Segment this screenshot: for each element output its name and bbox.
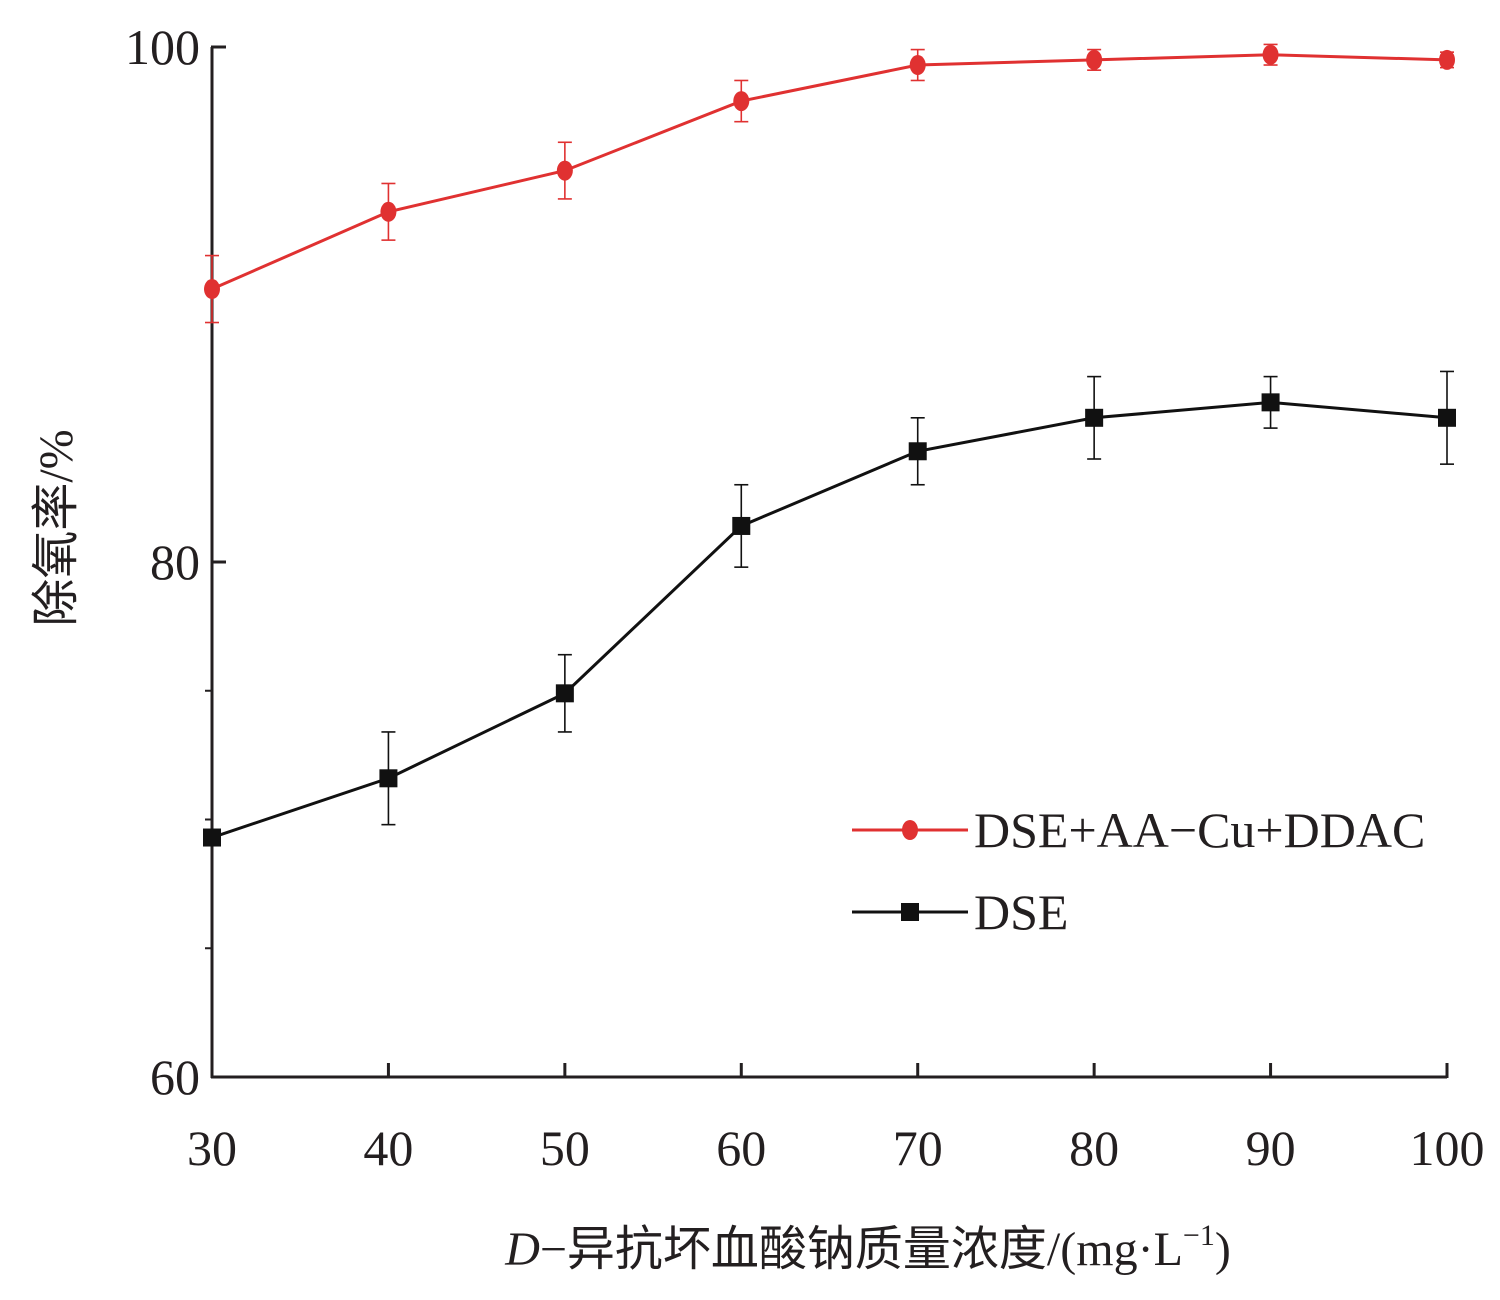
x-tick-label: 30 bbox=[187, 1120, 237, 1176]
x-axis-title: D−异抗坏血酸钠质量浓度/(mg·L−1) bbox=[504, 1219, 1231, 1276]
series-line bbox=[211, 400, 1448, 839]
data-point bbox=[555, 684, 574, 703]
x-tick-label: 40 bbox=[363, 1120, 413, 1176]
series-dse bbox=[203, 370, 1456, 847]
legend-label: DSE bbox=[974, 884, 1068, 940]
data-point bbox=[1085, 408, 1104, 427]
x-tick-label: 70 bbox=[893, 1120, 943, 1176]
series-dse-aa-cu-ddac bbox=[204, 43, 1455, 324]
legend-label: DSE+AA−Cu+DDAC bbox=[974, 802, 1425, 858]
data-point bbox=[732, 516, 751, 535]
legend-item: DSE bbox=[852, 884, 1068, 940]
data-point bbox=[1439, 49, 1455, 70]
x-tick-label: 80 bbox=[1069, 1120, 1119, 1176]
data-point bbox=[380, 201, 397, 222]
x-tick-label: 90 bbox=[1246, 1120, 1296, 1176]
data-point bbox=[203, 828, 221, 847]
data-point bbox=[556, 160, 573, 181]
data-point bbox=[733, 91, 750, 112]
x-tick-label: 50 bbox=[540, 1120, 590, 1176]
legend-marker bbox=[902, 820, 918, 840]
legend: DSE+AA−Cu+DDAC DSE bbox=[852, 802, 1425, 940]
y-tick-label: 80 bbox=[150, 534, 200, 590]
y-tick-label: 60 bbox=[150, 1049, 200, 1105]
data-point bbox=[908, 442, 927, 461]
x-axis-ticks: 30 40 50 60 70 80 90 100 bbox=[187, 1063, 1485, 1176]
data-point bbox=[1261, 393, 1280, 412]
data-point bbox=[1262, 44, 1279, 65]
legend-item: DSE+AA−Cu+DDAC bbox=[852, 802, 1425, 858]
x-axis-title-text: −异抗坏血酸钠质量浓度/(mg·L bbox=[540, 1223, 1183, 1276]
data-point bbox=[379, 769, 398, 788]
series-layer bbox=[203, 43, 1456, 847]
x-tick-label: 60 bbox=[716, 1120, 766, 1176]
y-tick-label: 100 bbox=[125, 19, 200, 75]
x-axis-title-exponent: −1 bbox=[1183, 1219, 1215, 1252]
series-line bbox=[211, 53, 1448, 291]
x-axis-title-variable: D bbox=[504, 1223, 540, 1276]
data-point bbox=[1086, 49, 1103, 70]
data-point bbox=[204, 279, 220, 300]
x-axis-title-close: ) bbox=[1215, 1223, 1231, 1276]
axes bbox=[210, 47, 1447, 1079]
y-axis-ticks: 60 80 100 bbox=[125, 19, 226, 1105]
legend-marker bbox=[901, 903, 919, 921]
data-point bbox=[1438, 408, 1456, 427]
data-point bbox=[909, 55, 926, 76]
x-tick-label: 100 bbox=[1410, 1120, 1485, 1176]
y-axis-title: 除氧率/% bbox=[30, 429, 83, 626]
